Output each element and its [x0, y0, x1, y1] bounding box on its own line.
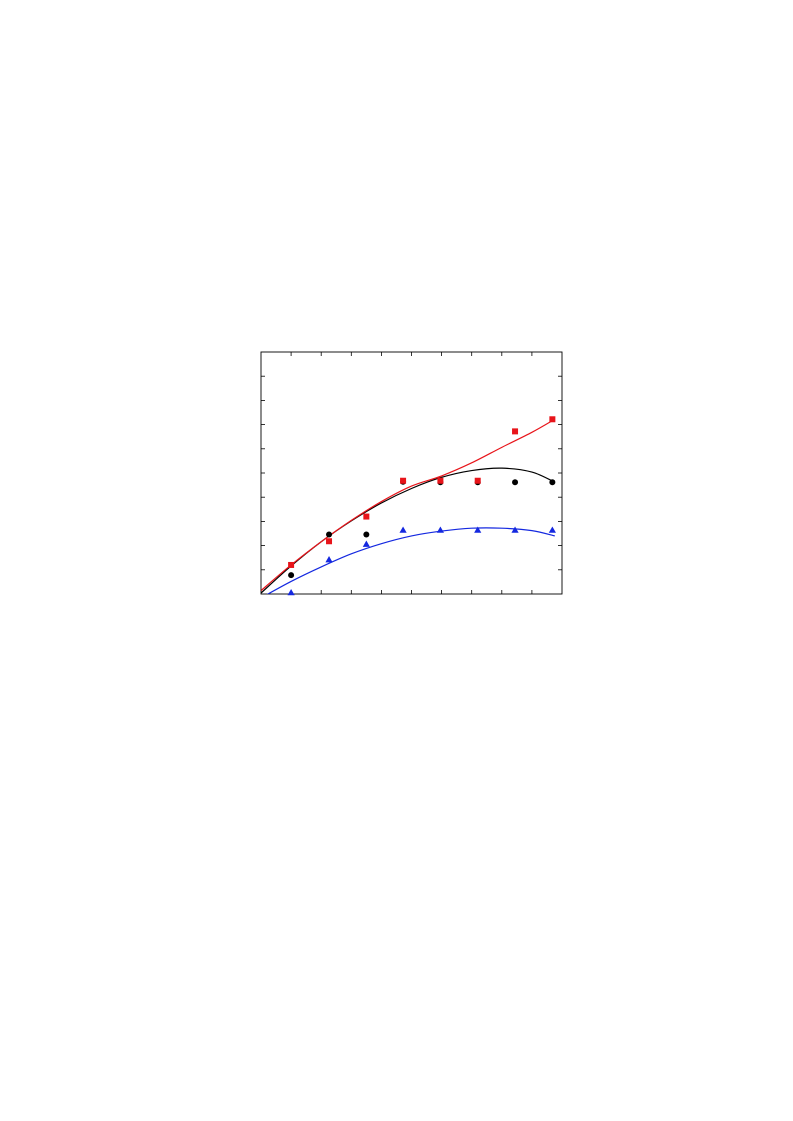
data-points	[287, 416, 556, 596]
data-point-square	[288, 561, 295, 568]
data-point-triangle	[287, 588, 295, 596]
data-point-square	[363, 513, 370, 520]
data-point-square	[437, 477, 444, 484]
data-point-triangle	[474, 526, 482, 533]
data-point-circle	[549, 479, 556, 486]
data-point-square	[400, 477, 407, 484]
data-point-triangle	[399, 526, 407, 533]
data-point-circle	[512, 479, 519, 486]
data-point-circle	[326, 531, 333, 538]
data-point-square	[326, 538, 333, 545]
data-point-triangle	[362, 540, 370, 547]
fit-curve-triangle	[266, 527, 555, 594]
fit-curve-square	[261, 418, 556, 592]
data-point-circle	[288, 572, 295, 579]
fit-curves	[261, 418, 556, 594]
data-point-square	[512, 428, 519, 435]
axis-ticks	[261, 352, 562, 594]
data-point-triangle	[436, 526, 444, 533]
data-point-triangle	[548, 526, 556, 533]
data-point-square	[474, 477, 481, 484]
data-point-triangle	[511, 526, 519, 533]
data-point-triangle	[325, 556, 333, 563]
data-point-circle	[363, 531, 370, 538]
data-point-square	[549, 416, 556, 423]
plot-frame	[260, 351, 563, 595]
